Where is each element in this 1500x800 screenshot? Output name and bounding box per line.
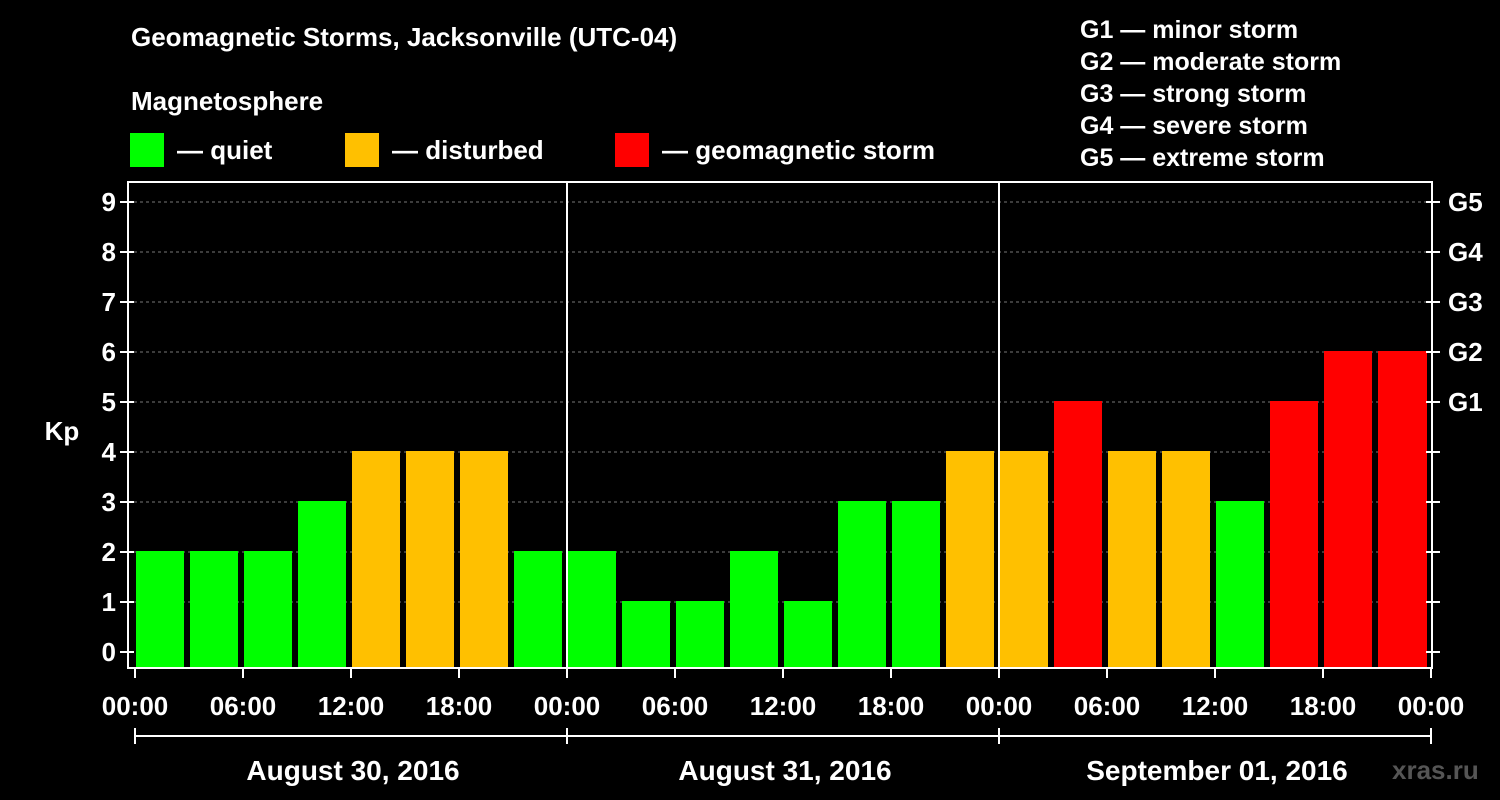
kp-bar bbox=[1415, 351, 1427, 668]
kp-bar bbox=[1270, 401, 1318, 668]
kp-bar bbox=[1216, 501, 1264, 668]
g-scale-item: G2 — moderate storm bbox=[1080, 48, 1342, 76]
y-tick-label: 4 bbox=[102, 437, 117, 467]
x-tick-label: 18:00 bbox=[426, 691, 493, 721]
y-tick-label: 5 bbox=[102, 387, 116, 417]
legend-item-storm: — geomagnetic storm bbox=[615, 133, 935, 167]
x-tick-label: 12:00 bbox=[1182, 691, 1249, 721]
legend-item-disturbed: — disturbed bbox=[345, 133, 544, 167]
g-scale-item: G3 — strong storm bbox=[1080, 80, 1307, 108]
y-tick-label: 2 bbox=[102, 537, 116, 567]
kp-bar bbox=[406, 451, 454, 668]
legend-item-quiet: — quiet bbox=[130, 133, 272, 167]
kp-bar bbox=[568, 551, 616, 668]
kp-bar bbox=[838, 501, 886, 668]
kp-bar bbox=[1108, 451, 1156, 668]
x-tick-label: 18:00 bbox=[858, 691, 925, 721]
kp-bar bbox=[298, 501, 346, 668]
plot-frame bbox=[127, 181, 1433, 669]
kp-bar bbox=[352, 451, 400, 668]
legend-swatch-quiet bbox=[130, 133, 164, 167]
x-tick-label: 06:00 bbox=[642, 691, 709, 721]
right-tick-label: G2 bbox=[1448, 337, 1483, 367]
y-axis-label: Kp bbox=[45, 416, 80, 446]
y-tick-label: 9 bbox=[102, 187, 116, 217]
kp-bar bbox=[244, 551, 292, 668]
y-tick-label: 0 bbox=[102, 637, 116, 667]
chart-title: Geomagnetic Storms, Jacksonville (UTC-04… bbox=[131, 22, 678, 52]
x-tick-label: 00:00 bbox=[102, 691, 169, 721]
date-label: September 01, 2016 bbox=[1086, 755, 1348, 786]
right-tick-label: G4 bbox=[1448, 237, 1483, 267]
kp-bar bbox=[1054, 401, 1102, 668]
kp-bar bbox=[1000, 451, 1048, 668]
date-label: August 30, 2016 bbox=[246, 755, 459, 786]
kp-bar bbox=[784, 601, 832, 668]
kp-bar bbox=[730, 551, 778, 668]
right-tick-label: G5 bbox=[1448, 187, 1483, 217]
kp-bar bbox=[622, 601, 670, 668]
date-label: August 31, 2016 bbox=[678, 755, 891, 786]
kp-bar bbox=[892, 501, 940, 668]
g-scale-item: G1 — minor storm bbox=[1080, 16, 1299, 44]
y-tick-label: 7 bbox=[102, 287, 116, 317]
kp-bar bbox=[1324, 351, 1372, 668]
y-tick-label: 1 bbox=[102, 587, 116, 617]
x-tick-label: 06:00 bbox=[210, 691, 277, 721]
x-tick-label: 18:00 bbox=[1290, 691, 1357, 721]
right-tick-label: G3 bbox=[1448, 287, 1483, 317]
kp-bar bbox=[136, 551, 184, 668]
legend-swatch-storm bbox=[615, 133, 649, 167]
right-tick-label: G1 bbox=[1448, 387, 1483, 417]
x-tick-label: 00:00 bbox=[534, 691, 601, 721]
g-scale-item: G5 — extreme storm bbox=[1080, 144, 1325, 172]
g-scale-list: G1 — minor storm G2 — moderate storm G3 … bbox=[1080, 14, 1341, 174]
g-scale-item: G4 — severe storm bbox=[1080, 112, 1308, 140]
legend-label-storm: — geomagnetic storm bbox=[662, 134, 936, 165]
legend-label-quiet: — quiet bbox=[177, 134, 273, 165]
x-tick-label: 12:00 bbox=[750, 691, 817, 721]
x-tick-label: 06:00 bbox=[1074, 691, 1141, 721]
kp-bar bbox=[460, 451, 508, 668]
legend-heading: Magnetosphere bbox=[131, 86, 324, 116]
x-tick-label: 00:00 bbox=[966, 691, 1033, 721]
x-tick-label: 12:00 bbox=[318, 691, 385, 721]
kp-bar bbox=[676, 601, 724, 668]
y-tick-label: 8 bbox=[102, 237, 116, 267]
y-tick-label: 3 bbox=[102, 487, 116, 517]
legend-swatch-disturbed bbox=[345, 133, 379, 167]
kp-bar bbox=[1162, 451, 1210, 668]
kp-bar bbox=[190, 551, 238, 668]
watermark: xras.ru bbox=[1392, 755, 1479, 785]
x-tick-label: 00:00 bbox=[1398, 691, 1465, 721]
kp-bar bbox=[946, 451, 994, 668]
y-tick-label: 6 bbox=[102, 337, 116, 367]
legend-label-disturbed: — disturbed bbox=[392, 134, 544, 165]
kp-bar bbox=[514, 551, 562, 668]
